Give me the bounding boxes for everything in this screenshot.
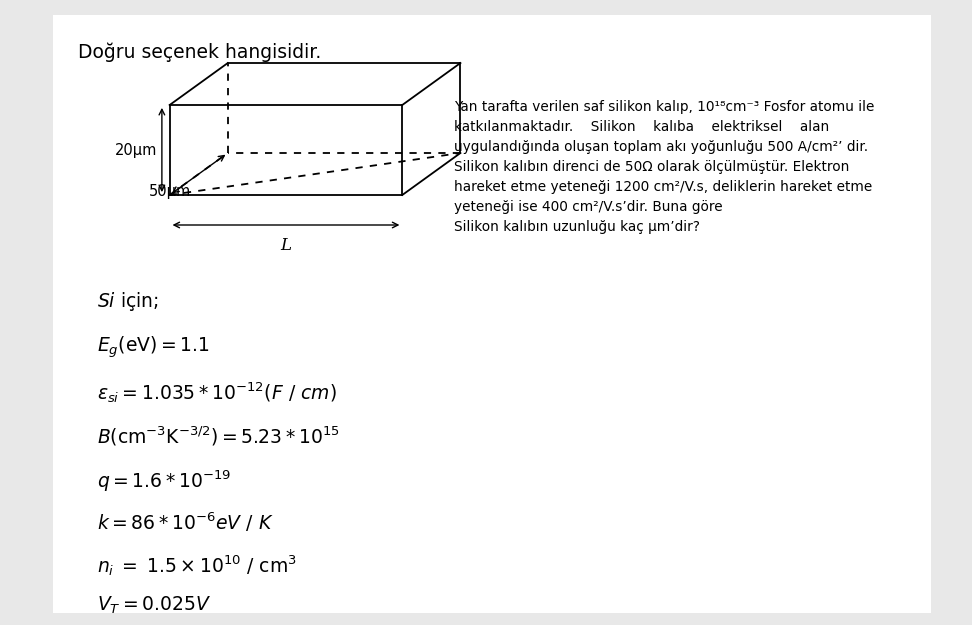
Text: L: L — [281, 237, 292, 254]
Text: $n_i \;=\; 1.5 \times 10^{10}\ /\ \mathrm{cm}^3$: $n_i \;=\; 1.5 \times 10^{10}\ /\ \mathr… — [97, 553, 296, 578]
Text: Yan tarafta verilen saf silikon kalıp, 10¹⁸cm⁻³ Fosfor atomu ile: Yan tarafta verilen saf silikon kalıp, 1… — [454, 100, 874, 114]
Text: $B(\mathrm{cm}^{-3}\mathrm{K}^{-3/2}) = 5.23 * 10^{15}$: $B(\mathrm{cm}^{-3}\mathrm{K}^{-3/2}) = … — [97, 425, 340, 449]
Text: Silikon kalıbın direnci de 50Ω olarak ölçülmüştür. Elektron: Silikon kalıbın direnci de 50Ω olarak öl… — [454, 160, 849, 174]
Text: uygulandığında oluşan toplam akı yoğunluğu 500 A/cm²ʼ dir.: uygulandığında oluşan toplam akı yoğunlu… — [454, 140, 868, 154]
Text: $\varepsilon_{si} = 1.035 * 10^{-12}\left(F\ /\ cm\right)$: $\varepsilon_{si} = 1.035 * 10^{-12}\lef… — [97, 380, 336, 405]
Text: $Si$ için;: $Si$ için; — [97, 290, 158, 313]
Text: Silikon kalıbın uzunluğu kaç µmʼdir?: Silikon kalıbın uzunluğu kaç µmʼdir? — [454, 220, 700, 234]
Text: katkılanmaktadır.    Silikon    kalıba    elektriksel    alan: katkılanmaktadır. Silikon kalıba elektri… — [454, 120, 829, 134]
Text: $q = 1.6 * 10^{-19}$: $q = 1.6 * 10^{-19}$ — [97, 468, 231, 494]
Text: $E_g(\mathrm{eV}) = 1.1$: $E_g(\mathrm{eV}) = 1.1$ — [97, 335, 210, 361]
Text: hareket etme yeteneği 1200 cm²/V.s, deliklerin hareket etme: hareket etme yeteneği 1200 cm²/V.s, deli… — [454, 180, 872, 194]
Text: 20µm: 20µm — [115, 142, 157, 158]
Text: Doğru seçenek hangisidir.: Doğru seçenek hangisidir. — [78, 42, 321, 61]
Text: yeteneği ise 400 cm²/V.sʼdir. Buna göre: yeteneği ise 400 cm²/V.sʼdir. Buna göre — [454, 200, 722, 214]
Text: 50µm: 50µm — [149, 184, 191, 199]
Text: $V_T = 0.025V$: $V_T = 0.025V$ — [97, 595, 211, 616]
Text: $k = 86 * 10^{-6} eV\ /\ K$: $k = 86 * 10^{-6} eV\ /\ K$ — [97, 510, 274, 534]
FancyBboxPatch shape — [53, 15, 930, 613]
